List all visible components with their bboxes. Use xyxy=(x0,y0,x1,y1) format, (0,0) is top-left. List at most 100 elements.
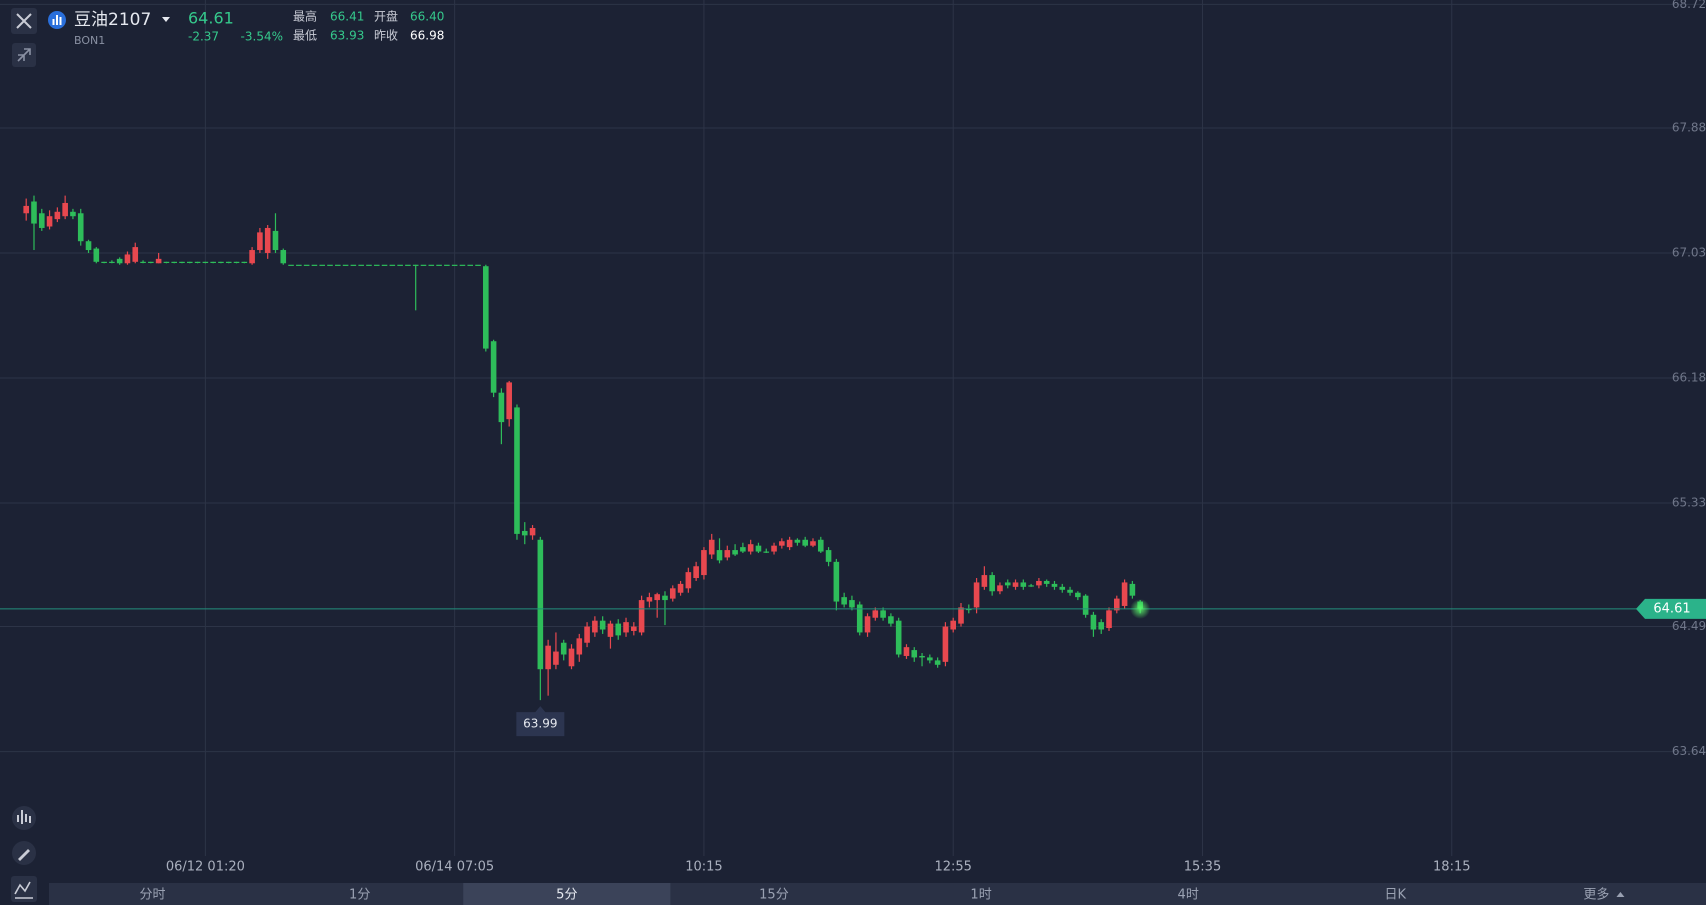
icon-bar xyxy=(59,17,62,25)
candle-body xyxy=(1098,622,1105,630)
candle-body xyxy=(965,608,972,611)
candle-body xyxy=(997,585,1003,592)
toolbar xyxy=(11,8,37,902)
x-tick-label: 06/12 01:20 xyxy=(166,860,245,875)
symbol-dropdown[interactable] xyxy=(162,17,170,22)
candle-body xyxy=(116,258,123,264)
candle-body xyxy=(693,566,699,579)
candle-body xyxy=(288,264,294,266)
candle-body xyxy=(327,264,333,266)
candle-body xyxy=(451,264,458,266)
candle-body xyxy=(54,211,61,220)
candle-body xyxy=(646,597,653,602)
candle-body xyxy=(155,258,162,264)
candle-body xyxy=(1106,610,1112,629)
candle-body xyxy=(537,539,544,670)
x-tick-label: 06/14 07:05 xyxy=(415,860,494,875)
candle-body xyxy=(124,254,131,264)
stat-value: 66.98 xyxy=(410,29,444,43)
candle-body xyxy=(599,620,606,630)
candle-body xyxy=(810,541,816,546)
tab[interactable]: 分时 xyxy=(140,888,166,903)
candle-body xyxy=(607,623,614,637)
x-tick-label: 18:15 xyxy=(1433,860,1470,875)
candle-body xyxy=(93,248,100,262)
candle-body xyxy=(483,266,489,349)
tab[interactable]: 4时 xyxy=(1178,888,1199,903)
candle-body xyxy=(490,341,497,393)
candle-body xyxy=(701,550,707,576)
candles xyxy=(23,195,1143,701)
candle-body xyxy=(420,264,427,266)
tab[interactable]: 5分 xyxy=(556,888,577,903)
candle-body xyxy=(23,205,29,214)
candle-body xyxy=(109,261,115,264)
candle-body xyxy=(1075,592,1081,598)
tab[interactable]: 1时 xyxy=(970,888,991,903)
line-icon xyxy=(14,881,33,899)
candle-body xyxy=(685,572,692,589)
candle-body xyxy=(880,610,886,618)
candle-body xyxy=(381,264,388,266)
overlay: 63.64 64.49 65.33 66.18 67.03 67.88 68.72 06/12… xyxy=(0,0,1706,875)
candle-body xyxy=(46,216,53,227)
candle-body xyxy=(864,616,871,633)
stat-value: 66.40 xyxy=(410,10,444,24)
symbol[interactable]: 豆油2107 xyxy=(74,10,151,30)
y-tick-label: 67.88 xyxy=(1672,120,1706,134)
candle-body xyxy=(1004,582,1011,586)
tab[interactable]: 15分 xyxy=(759,888,789,903)
candle-body xyxy=(140,261,146,264)
candle-body xyxy=(436,264,442,266)
candle-body xyxy=(218,261,224,264)
candle-body xyxy=(631,626,637,631)
tabs: 分时 1分 5分 15分 1时 4时 日K 更多 xyxy=(140,883,1625,905)
candle-body xyxy=(444,264,450,266)
candle-body xyxy=(934,660,941,665)
candle-body xyxy=(989,575,995,592)
candle-body xyxy=(202,261,209,264)
candle-body xyxy=(521,530,528,536)
y-tick-label: 63.64 xyxy=(1672,744,1706,758)
candle-body xyxy=(623,622,629,633)
candle-body xyxy=(677,583,684,593)
candle-body xyxy=(272,230,279,251)
y-tick-label: 64.49 xyxy=(1672,619,1706,633)
low-marker-box xyxy=(516,706,565,737)
candle-body xyxy=(498,392,505,423)
candle-body xyxy=(186,261,193,264)
tab[interactable]: 1分 xyxy=(349,888,370,903)
candle-body xyxy=(475,264,481,266)
candle-body xyxy=(568,648,575,667)
tab[interactable]: 日K xyxy=(1385,888,1407,903)
symbol-code: BON1 xyxy=(74,34,105,47)
candle-body xyxy=(794,539,801,543)
candle-body xyxy=(958,607,964,624)
candle-body xyxy=(849,600,855,608)
price-change: -2.37 xyxy=(188,30,219,44)
candle-body xyxy=(38,213,45,228)
candle-body xyxy=(77,213,84,242)
candle-body xyxy=(529,528,536,536)
candle-body xyxy=(825,550,832,562)
live-glow xyxy=(1130,598,1151,619)
y-tick-label: 67.03 xyxy=(1672,245,1706,259)
candle-body xyxy=(241,261,248,264)
tab-more-arrow xyxy=(1616,892,1625,897)
stat-label: 昨收 xyxy=(374,29,398,43)
candle-body xyxy=(179,261,185,264)
icon-bar xyxy=(56,15,58,25)
candle-body xyxy=(1114,598,1120,611)
tab[interactable]: 更多 xyxy=(1583,887,1609,903)
candle-body xyxy=(817,539,824,552)
candle-body xyxy=(366,264,372,266)
candle-body xyxy=(545,645,551,670)
candle-body xyxy=(62,202,68,217)
indicator-button[interactable] xyxy=(12,806,36,830)
candle-body xyxy=(755,545,762,552)
y-tick-label: 66.18 xyxy=(1672,370,1706,384)
tab-active-bg xyxy=(463,883,671,905)
price-tag-label: 64.61 xyxy=(1653,601,1690,616)
